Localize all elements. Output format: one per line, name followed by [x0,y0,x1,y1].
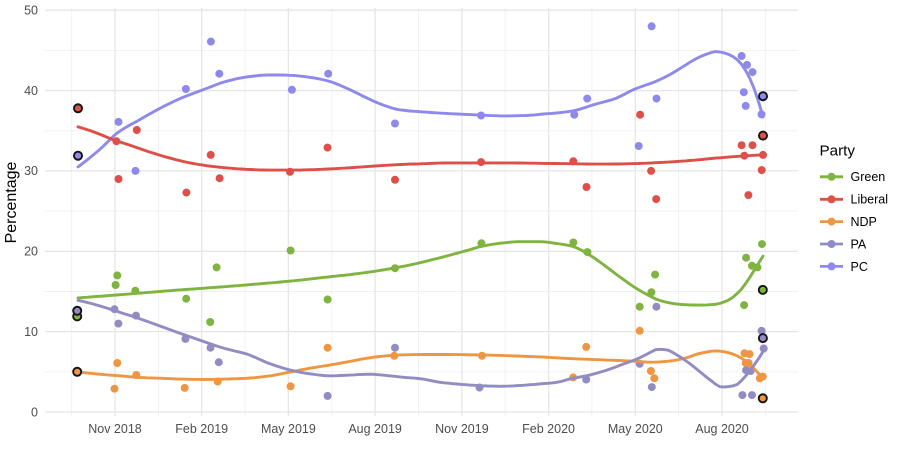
svg-text:May 2019: May 2019 [261,422,316,436]
svg-text:Liberal: Liberal [851,193,889,207]
svg-text:50: 50 [24,4,38,18]
svg-text:NDP: NDP [851,215,877,229]
svg-text:10: 10 [24,325,38,339]
svg-text:Percentage: Percentage [3,161,20,243]
svg-text:20: 20 [24,245,38,259]
svg-text:30: 30 [24,164,38,178]
svg-text:Feb 2019: Feb 2019 [175,422,228,436]
svg-text:PA: PA [851,237,867,251]
svg-text:40: 40 [24,84,38,98]
svg-text:PC: PC [851,260,868,274]
svg-text:Aug 2019: Aug 2019 [348,422,402,436]
svg-text:Aug 2020: Aug 2020 [695,422,749,436]
svg-text:0: 0 [31,405,38,419]
svg-text:May 2020: May 2020 [608,422,663,436]
svg-text:Nov 2018: Nov 2018 [88,422,142,436]
svg-text:Feb 2020: Feb 2020 [522,422,575,436]
svg-text:Nov 2019: Nov 2019 [435,422,489,436]
svg-text:Green: Green [851,170,886,184]
svg-text:Party: Party [820,143,856,160]
